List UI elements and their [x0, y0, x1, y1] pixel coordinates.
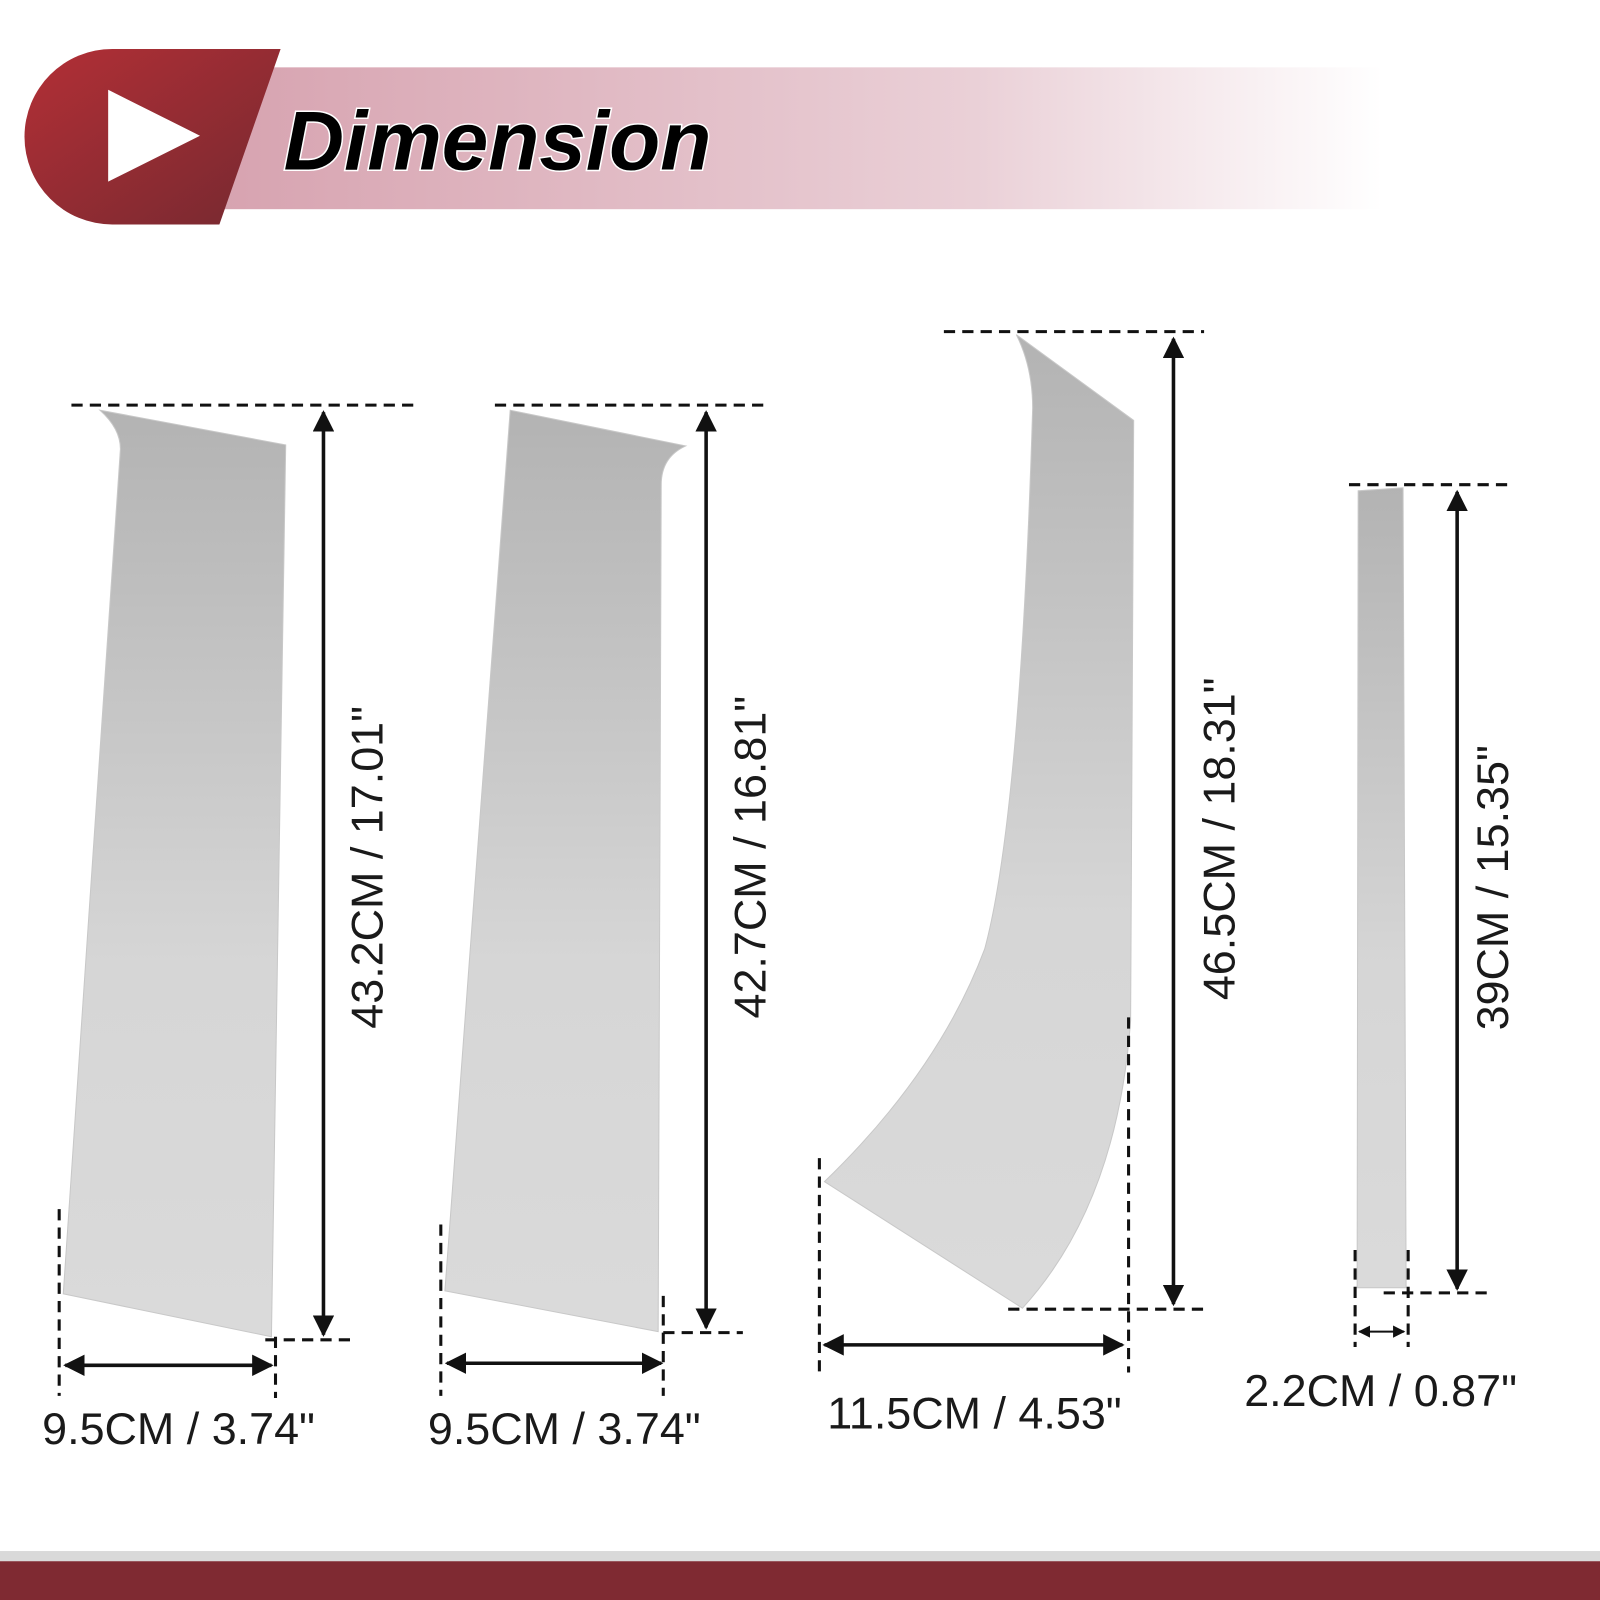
play-icon: [108, 89, 200, 182]
height-label: 46.5CM / 18.31": [1194, 677, 1245, 1000]
width-label: 2.2CM / 0.87": [1244, 1365, 1517, 1416]
panel: [444, 409, 688, 1333]
piece-2: 42.7CM / 16.81" 9.5CM / 3.74": [428, 403, 775, 1454]
piece-3: 46.5CM / 18.31" 11.5CM / 4.53": [817, 330, 1245, 1439]
footer-bar: [0, 1561, 1600, 1600]
panel: [62, 409, 287, 1338]
height-label: 39CM / 15.35": [1467, 745, 1518, 1030]
height-label: 42.7CM / 16.81": [724, 696, 775, 1019]
width-label: 9.5CM / 3.74": [428, 1403, 701, 1454]
header-title: Dimension: [284, 93, 712, 187]
piece-4: 39CM / 15.35" 2.2CM / 0.87": [1244, 483, 1518, 1416]
panel: [823, 334, 1135, 1309]
header-band: [219, 67, 1383, 210]
piece-1: 43.2CM / 17.01" 9.5CM / 3.74": [42, 403, 421, 1454]
width-label: 9.5CM / 3.74": [42, 1403, 315, 1454]
header: Dimension: [24, 48, 1383, 225]
panel: [1356, 487, 1407, 1289]
height-label: 43.2CM / 17.01": [342, 706, 393, 1029]
footer-stripe: [0, 1551, 1600, 1562]
width-label: 11.5CM / 4.53": [827, 1388, 1121, 1439]
